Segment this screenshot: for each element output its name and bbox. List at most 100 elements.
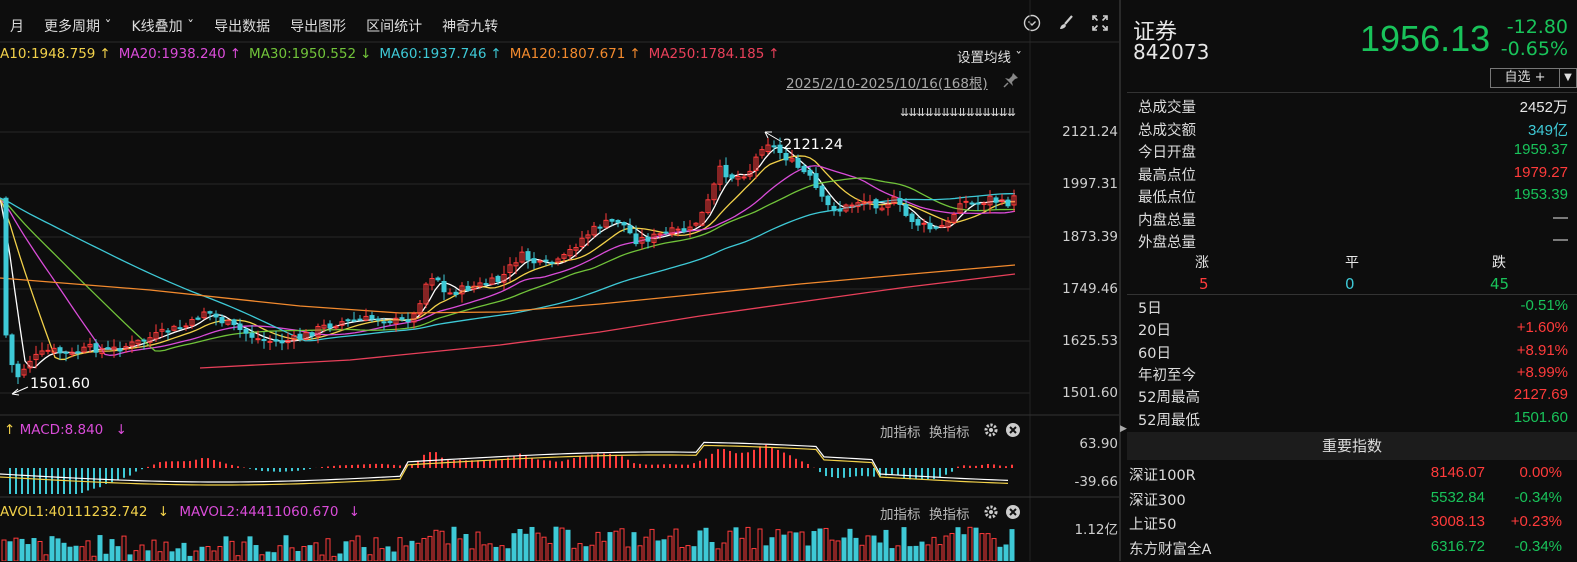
volume-bar [61, 542, 67, 561]
vol2-arrow: ↓ [348, 504, 361, 520]
signal-markers: ⇊⇊⇊⇊⇊⇊⇊⇊⇊⇊⇊⇊⇊⇊ [900, 106, 1016, 119]
perf-value: +8.91% [1516, 341, 1568, 359]
candle-body [819, 185, 825, 197]
ma30-line [0, 177, 1016, 352]
index-row[interactable]: 深证100R 8146.07 0.00% [1127, 464, 1577, 488]
kline-chart[interactable] [0, 0, 1120, 561]
candle-body [141, 339, 147, 342]
range-stats-button[interactable]: 区间统计 [366, 19, 423, 35]
stock-change-pct: -0.65% [1500, 38, 1568, 60]
period-month[interactable]: 月 [10, 19, 24, 35]
divider [1127, 294, 1577, 295]
candle-body [297, 333, 303, 340]
perf-value: -0.51% [1520, 297, 1568, 314]
more-periods-dropdown[interactable]: 更多周期 ˇ [44, 19, 112, 35]
export-chart-button[interactable]: 导出图形 [290, 19, 347, 35]
candle-body [93, 343, 99, 353]
volume-bar [43, 554, 49, 561]
macd-add-indicator-button[interactable]: 加指标 [880, 425, 921, 441]
candle-body [123, 345, 129, 350]
volume-bar [943, 535, 949, 561]
volume-bar [901, 527, 907, 561]
perf-label: 52周最高 [1138, 390, 1200, 407]
brush-icon[interactable] [1056, 14, 1076, 34]
stat-value: 349亿 [1527, 121, 1568, 139]
candle-body [777, 144, 783, 153]
macd-dea-line [0, 444, 1009, 486]
volume-bar [523, 533, 529, 561]
index-row[interactable]: 深证300 5532.84 -0.34% [1127, 489, 1577, 513]
ma120-line [0, 264, 1016, 314]
candle-body [219, 317, 225, 324]
candle-body [243, 328, 249, 334]
volume-bar [343, 541, 349, 561]
ma-legend-item: MA60:1937.746 [379, 46, 487, 62]
volume-bar [193, 550, 199, 561]
perf-value: 2127.69 [1513, 386, 1568, 404]
volume-bar [991, 538, 997, 561]
candle-body [285, 339, 291, 344]
breadth-up-label: 涨 [1195, 255, 1209, 271]
price-axis-tick: 1501.60 [1062, 385, 1118, 401]
candle-body [339, 321, 345, 326]
volume-bar [397, 537, 403, 561]
volume-bar [979, 533, 985, 561]
ma-trend-arrow: ↑ [490, 46, 502, 62]
volume-bar [1003, 544, 1009, 561]
kline-overlay-dropdown[interactable]: K线叠加 ˇ [131, 19, 195, 35]
volume-bar [493, 546, 499, 561]
perf-row: 52周最高 2127.69 [1138, 386, 1568, 408]
candle-body [861, 201, 867, 205]
vol-close-icon[interactable] [1005, 504, 1021, 524]
volume-bar [751, 548, 757, 561]
volume-bar [985, 533, 991, 561]
ma10-line [0, 155, 1016, 361]
collapse-arrow-icon[interactable]: ▶ [1120, 424, 1127, 434]
index-name: 深证300 [1129, 492, 1186, 509]
export-data-button[interactable]: 导出数据 [214, 19, 271, 35]
vol1-value: AVOL1:40111232.742 [0, 504, 148, 520]
volume-bar [775, 529, 781, 561]
panel-divider[interactable] [1119, 0, 1121, 561]
volume-bar [187, 555, 193, 561]
volume-bar [403, 545, 409, 561]
vol-gear-icon[interactable] [983, 504, 999, 524]
macd-swap-indicator-button[interactable]: 换指标 [928, 425, 970, 441]
index-row[interactable]: 上证50 3008.13 +0.23% [1127, 513, 1577, 537]
stat-value: — [1553, 231, 1568, 248]
magic-nine-button[interactable]: 神奇九转 [442, 19, 499, 35]
volume-bar [727, 530, 733, 561]
stat-value: 1953.39 [1513, 186, 1568, 203]
candle-body [741, 176, 747, 179]
volume-bar [325, 538, 331, 561]
stat-value: 2452万 [1519, 99, 1568, 116]
volume-bar [211, 550, 217, 561]
price-axis-tick: 1997.31 [1062, 176, 1118, 192]
pin-icon[interactable] [1003, 72, 1019, 92]
watchlist-dropdown-icon[interactable]: ▼ [1559, 68, 1577, 88]
ma-settings-dropdown[interactable]: 设置均线 ˇ [956, 50, 1022, 66]
stat-label: 最高点位 [1138, 167, 1196, 184]
volume-bar [145, 550, 151, 561]
date-range-label[interactable]: 2025/2/10-2025/10/16(168根) [786, 76, 988, 92]
candle-body [33, 353, 39, 361]
expand-icon[interactable] [1090, 14, 1110, 34]
volume-bar [19, 538, 25, 561]
volume-bar [709, 541, 715, 561]
vol-swap-indicator-button[interactable]: 换指标 [928, 507, 970, 523]
volume-bar [715, 548, 721, 561]
stat-row: 内盘总量 — [1138, 209, 1568, 231]
perf-row: 5日 -0.51% [1138, 297, 1568, 319]
volume-bar [781, 534, 787, 561]
macd-gear-icon[interactable] [983, 422, 999, 442]
volume-bar [955, 527, 961, 561]
candle-body [585, 234, 591, 239]
candle-body [513, 262, 519, 267]
add-watchlist-button[interactable]: 自选 + [1490, 68, 1560, 88]
index-row[interactable]: 东方财富全A 6316.72 -0.34% [1127, 538, 1577, 562]
volume-bar [535, 532, 541, 561]
vol-add-indicator-button[interactable]: 加指标 [880, 507, 921, 523]
vol-legend: AVOL1:40111232.742 ↓ MAVOL2:44411060.670… [0, 504, 360, 520]
volume-bar [661, 539, 667, 561]
macd-close-icon[interactable] [1005, 422, 1021, 442]
